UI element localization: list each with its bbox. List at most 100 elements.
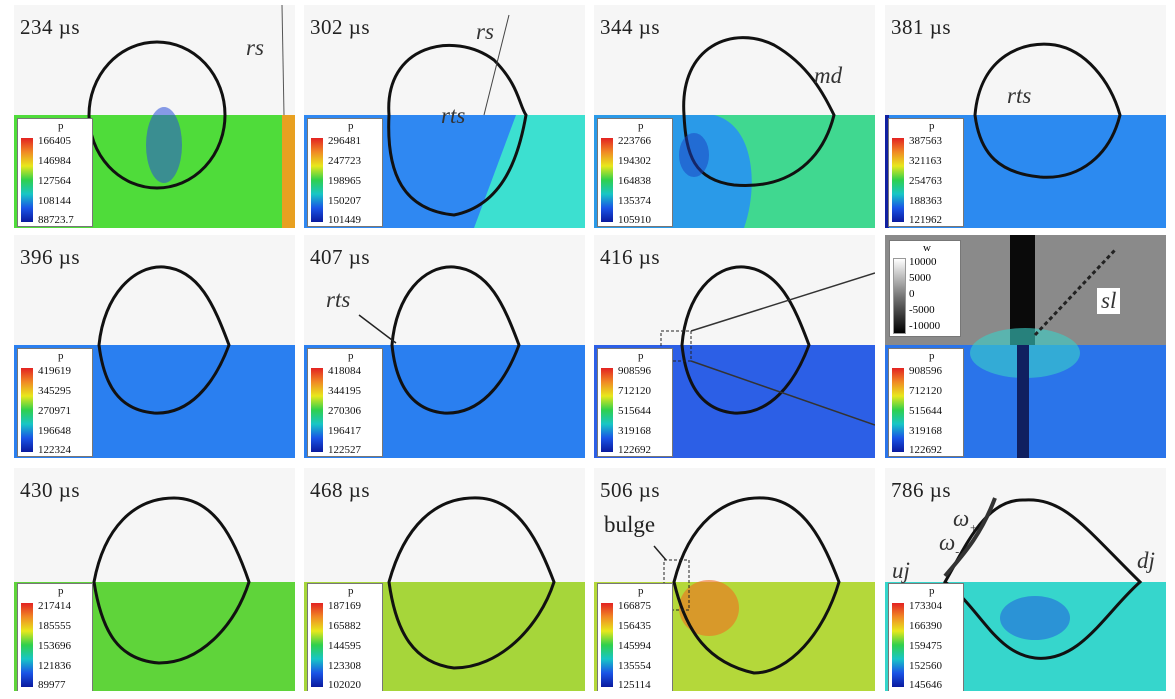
pressure-legend: p 296481 247723 198965 150207 101449 [307,118,383,227]
legend-value: 387563 [909,135,942,147]
legend-value: 194302 [618,155,651,167]
legend-value: 712120 [618,385,651,397]
panel-468: 468 µs p 187169 165882 144595 123308 102… [304,468,585,691]
omega-symbol: ω [939,530,956,555]
colorbar [311,138,323,222]
panel-430: 430 µs p 217414 185555 153696 121836 899… [14,468,295,691]
colorbar [601,138,613,222]
legend-value: 125114 [618,679,651,691]
colorbar [21,138,33,222]
legend-value: 127564 [38,175,71,187]
legend-value: 319168 [618,425,651,437]
legend-value: 145994 [618,640,651,652]
omega-symbol: ω [953,506,970,531]
legend-title: p [348,350,354,362]
label-rs: rs [476,19,494,44]
legend-value: 321163 [909,155,942,167]
legend-value: 908596 [618,365,651,377]
legend-value: 135374 [618,195,651,207]
legend-value: 418084 [328,365,361,377]
label-dj: dj [1137,548,1155,573]
legend-value: 153696 [38,640,71,652]
label-bulge: bulge [604,512,656,537]
panel-506: 506 µs bulge p 166875 156435 145994 1355… [594,468,875,691]
legend-value: 196417 [328,425,361,437]
time-label: 234 µs [20,15,81,39]
pressure-legend: p 173304 166390 159475 152560 145646 [888,583,964,691]
legend-value: 122527 [328,444,361,456]
legend-value: 166405 [38,135,71,147]
panel-786: 786 µs ω+ ω- uj dj p 173304 166390 15947… [885,468,1166,691]
legend-title: w [923,242,931,254]
legend-value: 105910 [618,214,651,226]
pressure-legend: p 418084 344195 270306 196417 122527 [307,348,383,457]
panel-407: 407 µs rts p 418084 344195 270306 196417… [304,235,585,458]
colorbar [21,603,33,687]
legend-value: 296481 [328,135,361,147]
label-rts: rts [326,287,351,312]
legend-value: 166875 [618,600,651,612]
legend-value: 101449 [328,214,361,226]
legend-value: 145646 [909,679,942,691]
label-uj: uj [892,558,910,583]
legend-value: 121962 [909,214,942,226]
legend-value: 198965 [328,175,361,187]
legend-title: p [929,350,935,362]
legend-title: p [929,585,935,597]
label-sl: sl [1097,288,1121,314]
panel-302: 302 µs rs rts p 296481 247723 198965 150… [304,5,585,228]
label-rts: rts [1007,83,1032,108]
colorbar [892,138,904,222]
time-label: 506 µs [600,478,661,502]
legend-value: 156435 [618,620,651,632]
legend-value: 515644 [909,405,942,417]
pressure-legend: p 217414 185555 153696 121836 89977 [17,583,93,691]
legend-value: 102020 [328,679,361,691]
legend-title: p [348,120,354,132]
pressure-legend: p 908596 712120 515644 319168 122692 [888,348,964,457]
legend-value: 122692 [909,444,942,456]
legend-value: 121836 [38,660,71,672]
legend-value: 0 [909,288,915,300]
time-label: 344 µs [600,15,661,39]
time-label: 416 µs [600,245,661,269]
legend-value: -5000 [909,304,935,316]
legend-value: 10000 [909,256,937,268]
legend-value: 270971 [38,405,71,417]
legend-value: 345295 [38,385,71,397]
colorbar [892,603,904,687]
pressure-legend: p 166875 156435 145994 135554 125114 [597,583,673,691]
pressure-legend: p 387563 321163 254763 188363 121962 [888,118,964,227]
legend-value: 173304 [909,600,942,612]
legend-title: p [348,585,354,597]
legend-title: p [929,120,935,132]
vorticity-legend: w 10000 5000 0 -5000 -10000 [889,240,961,337]
legend-value: 88723.7 [38,214,74,226]
legend-value: -10000 [909,320,941,332]
legend-value: 152560 [909,660,942,672]
greyscale-colorbar [893,258,906,334]
omega-sign: + [969,520,978,535]
legend-value: 144595 [328,640,361,652]
legend-value: 319168 [909,425,942,437]
colorbar [601,603,613,687]
legend-value: 165882 [328,620,361,632]
time-label: 302 µs [310,15,371,39]
legend-value: 515644 [618,405,651,417]
legend-value: 122324 [38,444,71,456]
legend-value: 344195 [328,385,361,397]
legend-value: 108144 [38,195,71,207]
legend-value: 166390 [909,620,942,632]
legend-value: 254763 [909,175,942,187]
legend-value: 712120 [909,385,942,397]
time-label: 381 µs [891,15,952,39]
legend-title: p [638,350,644,362]
legend-value: 89977 [38,679,66,691]
legend-value: 217414 [38,600,71,612]
legend-value: 5000 [909,272,931,284]
legend-value: 150207 [328,195,361,207]
legend-title: p [58,120,64,132]
panel-344: 344 µs md p 223766 194302 164838 135374 … [594,5,875,228]
legend-value: 164838 [618,175,651,187]
legend-value: 122692 [618,444,651,456]
